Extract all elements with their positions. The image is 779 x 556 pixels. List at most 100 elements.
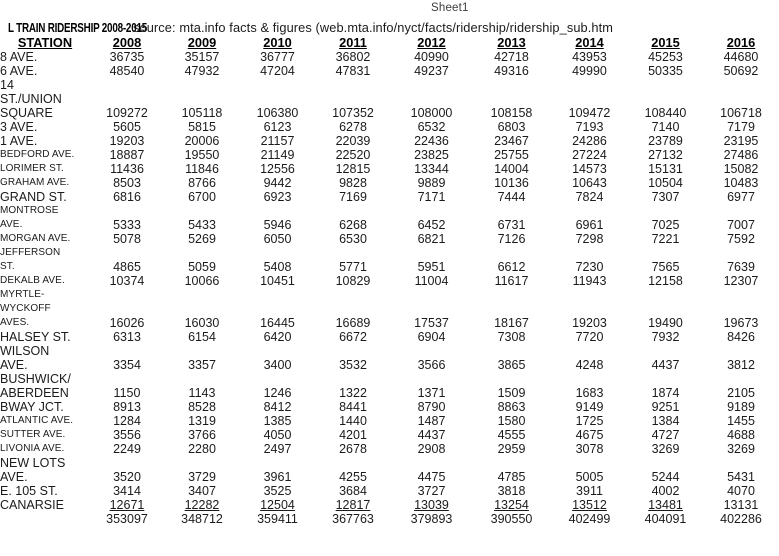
ridership-value: 7444 [497, 190, 526, 204]
ridership-value: 7565 [651, 260, 680, 274]
ridership-value: 6731 [497, 218, 526, 232]
ridership-value: 47831 [335, 64, 371, 78]
station-cell: JEFFERSON ST. [0, 247, 61, 272]
ridership-value: 12504 [260, 498, 295, 512]
ridership-value: 5431 [727, 470, 755, 484]
year-column-header: 2009 [187, 35, 217, 50]
station-cell: SUTTER AVE. [0, 429, 66, 440]
ridership-value: 1683 [575, 386, 604, 400]
ridership-value: 12307 [723, 274, 759, 288]
ridership-value: 49990 [572, 64, 607, 78]
ridership-value: 23825 [414, 148, 449, 162]
ridership-value: 10829 [335, 274, 371, 288]
ridership-value: 11436 [110, 162, 144, 176]
table-row: GRAND ST. 6816 6700 6923 7169 7171 7444 7824 730… [0, 190, 779, 204]
ridership-value: 8790 [417, 400, 446, 414]
ridership-value: 5333 [113, 218, 141, 232]
ridership-value: 16026 [109, 316, 145, 330]
year-column-header: 2008 [112, 35, 142, 50]
year-column-header: 2011 [339, 35, 367, 50]
ridership-value: 3766 [188, 428, 216, 442]
ridership-value: 44680 [723, 50, 759, 64]
ridership-value: 4437 [417, 428, 446, 442]
ridership-value: 6904 [417, 330, 446, 344]
ridership-value: 108440 [644, 106, 687, 120]
ridership-value: 3400 [263, 358, 292, 372]
ridership-value: 13039 [414, 498, 449, 512]
ridership-value: 4201 [339, 428, 367, 442]
ridership-value: 10136 [494, 176, 529, 190]
ridership-value: 25755 [494, 148, 529, 162]
ridership-value: 6612 [497, 260, 526, 274]
ridership-value: 108158 [490, 106, 533, 120]
ridership-value: 7025 [651, 218, 680, 232]
ridership-value: 5408 [263, 260, 292, 274]
ridership-value: 3812 [727, 358, 755, 372]
ridership-value: 7307 [651, 190, 680, 204]
ridership-value: 4865 [113, 260, 141, 274]
ridership-table: STATION 2008 2009 2010 2011 2012 2013 20… [0, 35, 779, 527]
ridership-value: 23467 [494, 134, 529, 148]
ridership-value: 2249 [113, 442, 141, 456]
ridership-value: 18167 [494, 316, 529, 330]
document-title: L TRAIN RIDERSHIP 2008-2015 [8, 20, 147, 35]
station-cell: E. 105 ST. [0, 484, 58, 498]
station-cell: LORIMER ST. [0, 163, 64, 174]
ridership-value: 4688 [727, 428, 755, 442]
ridership-value: 19203 [109, 134, 145, 148]
ridership-value: 7230 [575, 260, 604, 274]
table-row: MYRTLE- WYCKOFF AVES. 16026 16030 16445 1668… [0, 288, 779, 330]
total-value: 404091 [644, 512, 687, 526]
ridership-value: 6923 [263, 190, 292, 204]
ridership-value: 5946 [263, 218, 292, 232]
ridership-value: 6268 [339, 218, 367, 232]
total-value: 390550 [490, 512, 533, 526]
table-row: ATLANTIC AVE. 1284 1319 1385 1440 1487 1580 172… [0, 414, 779, 428]
station-cell: CANARSIE [0, 498, 64, 512]
ridership-value: 2105 [727, 386, 755, 400]
ridership-value: 7171 [417, 190, 446, 204]
station-cell: WILSON AVE. [0, 344, 50, 372]
ridership-value: 106380 [256, 106, 299, 120]
table-row: NEW LOTS AVE. 3520 3729 3961 4255 4475 4785 500… [0, 456, 779, 484]
ridership-value: 12671 [109, 498, 145, 512]
ridership-value: 13512 [572, 498, 607, 512]
ridership-value: 13254 [494, 498, 529, 512]
ridership-value: 12556 [260, 162, 295, 176]
ridership-value: 7126 [497, 232, 526, 246]
ridership-value: 7221 [651, 232, 680, 246]
ridership-value: 7308 [497, 330, 526, 344]
ridership-value: 11617 [494, 274, 529, 288]
ridership-value: 22436 [414, 134, 449, 148]
ridership-value: 6313 [113, 330, 141, 344]
ridership-value: 8412 [263, 400, 292, 414]
ridership-value: 7179 [727, 120, 755, 134]
ridership-value: 6530 [339, 232, 367, 246]
ridership-value: 106718 [720, 106, 762, 120]
table-row: 1 AVE. 19203 20006 21157 22039 22436 23467 2428… [0, 134, 779, 148]
ridership-value: 6672 [339, 330, 367, 344]
ridership-value: 1384 [651, 414, 680, 428]
table-row: 3 AVE. 5605 5815 6123 6278 6532 6803 7193 7140 71… [0, 120, 779, 134]
table-row: 14 ST./UNION SQUARE 109272 105118 106380 107… [0, 78, 779, 120]
total-value: 348712 [181, 512, 223, 526]
table-row: BEDFORD AVE. 18887 19550 21149 22520 23825 257… [0, 148, 779, 162]
ridership-value: 36777 [260, 50, 295, 64]
ridership-value: 2280 [188, 442, 216, 456]
ridership-value: 4070 [727, 484, 755, 498]
ridership-value: 21157 [260, 134, 295, 148]
ridership-value: 42718 [494, 50, 529, 64]
ridership-value: 10643 [572, 176, 607, 190]
ridership-value: 13131 [723, 498, 759, 512]
ridership-value: 3357 [188, 358, 216, 372]
ridership-value: 8528 [188, 400, 216, 414]
ridership-value: 5244 [651, 470, 680, 484]
table-row: SUTTER AVE. 3556 3766 4050 4201 4437 4555 4675 4… [0, 428, 779, 442]
ridership-value: 8441 [339, 400, 367, 414]
station-cell: 3 AVE. [0, 120, 38, 134]
ridership-value: 3078 [575, 442, 604, 456]
ridership-value: 5951 [417, 260, 446, 274]
total-row: 353097 348712 359411 367763 379893 390550 4024… [0, 512, 779, 526]
ridership-value: 7720 [575, 330, 604, 344]
ridership-value: 5605 [113, 120, 141, 134]
